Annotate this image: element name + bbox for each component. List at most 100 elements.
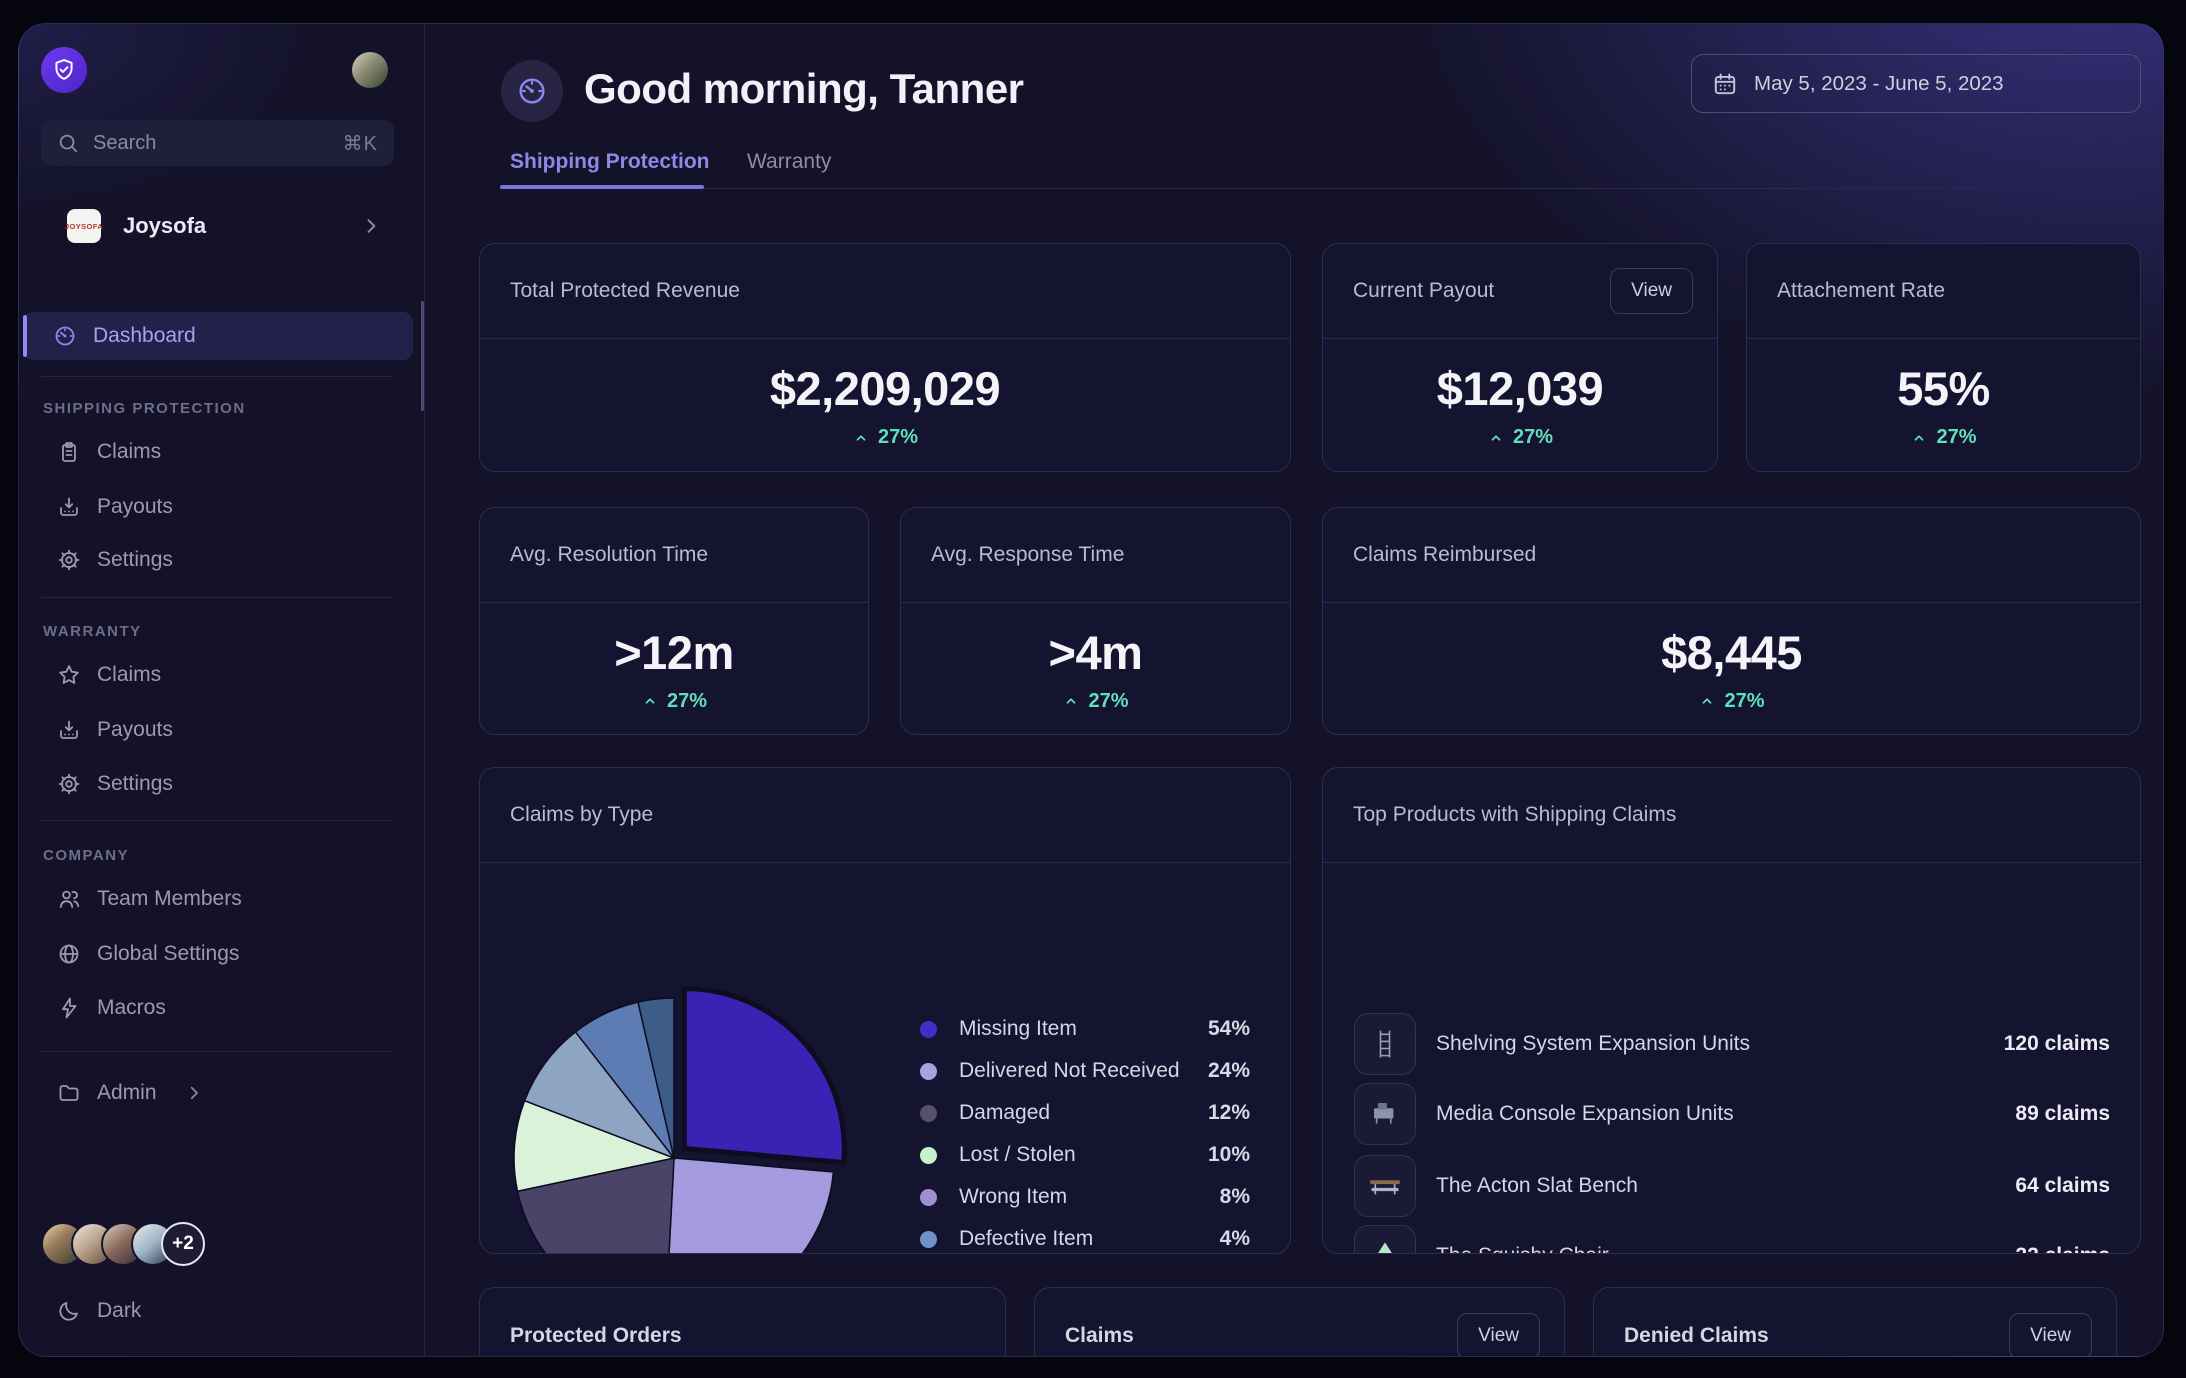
- stat-card-total-protected-revenue: Total Protected Revenue $2,209,029 27%: [479, 243, 1291, 472]
- section-title-shipping-protection: SHIPPING PROTECTION: [43, 400, 246, 417]
- legend-label: Defective Item: [959, 1227, 1094, 1250]
- sidebar-item-team-members[interactable]: Team Members: [41, 882, 393, 916]
- legend-value: 12%: [1207, 1101, 1250, 1124]
- legend-dot: [920, 1020, 937, 1038]
- sidebar-item-label: Team Members: [97, 887, 242, 910]
- product-thumbnail: [1354, 1155, 1416, 1217]
- pie-slice[interactable]: [637, 997, 675, 1159]
- dashboard-icon: [516, 75, 548, 107]
- legend-item-damaged: Damaged 12%: [920, 1096, 1250, 1130]
- folder-icon: [57, 1081, 81, 1105]
- tab-shipping-protection[interactable]: Shipping Protection: [510, 150, 710, 173]
- payout-icon: [57, 495, 81, 519]
- pie-slice[interactable]: [516, 1157, 675, 1254]
- legend-value: 8%: [1219, 1185, 1250, 1208]
- sidebar-item-admin[interactable]: Admin: [41, 1076, 393, 1110]
- sidebar-item-global-settings[interactable]: Global Settings: [41, 937, 393, 971]
- sidebar-item-claims-warranty[interactable]: Claims: [41, 658, 393, 692]
- users-icon: [57, 887, 81, 911]
- stat-value: 55%: [1897, 362, 1990, 415]
- product-row[interactable]: The Squishy Chair 22 claims: [1354, 1225, 2110, 1253]
- tab-warranty[interactable]: Warranty: [747, 150, 832, 173]
- stat-label: Avg. Response Time: [931, 543, 1125, 566]
- date-range-picker[interactable]: May 5, 2023 - June 5, 2023: [1691, 54, 2141, 113]
- legend-item-defective-item: Defective Item 4%: [920, 1222, 1250, 1253]
- sidebar-item-payouts-shipping[interactable]: Payouts: [41, 490, 393, 524]
- view-claims-button[interactable]: View: [1457, 1312, 1540, 1356]
- sidebar-scrollbar[interactable]: [421, 301, 424, 411]
- product-claims-count: 120 claims: [2003, 1032, 2110, 1055]
- stat-value: $12,039: [1436, 362, 1604, 415]
- legend-label: Damaged: [959, 1101, 1051, 1124]
- greeting-icon-badge: [501, 60, 563, 122]
- legend-label: Delivered Not Received: [959, 1059, 1180, 1082]
- section-title-warranty: WARRANTY: [43, 623, 142, 640]
- brand-logo-text: JOYSOFA: [64, 221, 104, 231]
- card-title: Protected Orders: [510, 1323, 682, 1347]
- search-shortcut: ⌘K: [342, 132, 378, 155]
- sidebar-item-label: Claims: [97, 663, 162, 686]
- chevron-right-icon: [361, 216, 381, 236]
- theme-toggle[interactable]: Dark: [41, 1294, 393, 1328]
- divider: [41, 820, 393, 821]
- divider: [41, 1051, 393, 1052]
- media-console-image: [1374, 1103, 1394, 1124]
- claims-by-type-card: Claims by Type Missing Item 54% Delivere…: [479, 767, 1291, 1254]
- pie-slice[interactable]: [681, 986, 847, 1166]
- chevron-up-icon: [1910, 431, 1928, 445]
- denied-claims-card: Denied Claims View: [1593, 1287, 2117, 1356]
- brand-logo: JOYSOFA: [64, 209, 104, 243]
- sidebar-item-label: Macros: [97, 996, 166, 1019]
- product-name: Media Console Expansion Units: [1436, 1102, 1734, 1125]
- sidebar-item-dashboard[interactable]: Dashboard: [23, 312, 413, 360]
- pie-slice[interactable]: [523, 1030, 677, 1160]
- team-avatars[interactable]: +2: [41, 1222, 205, 1270]
- stat-card-avg-response-time: Avg. Response Time >4m 27%: [900, 507, 1291, 735]
- theme-toggle-label: Dark: [97, 1299, 142, 1322]
- sidebar-item-macros[interactable]: Macros: [41, 991, 393, 1025]
- sidebar-item-claims-shipping[interactable]: Claims: [41, 435, 393, 469]
- sidebar-item-label: Settings: [97, 772, 173, 795]
- product-row[interactable]: Media Console Expansion Units 89 claims: [1354, 1083, 2110, 1145]
- stat-label: Current Payout: [1353, 279, 1495, 302]
- product-thumbnail: [1354, 1013, 1416, 1075]
- user-avatar[interactable]: [352, 52, 388, 88]
- pie-slice[interactable]: [513, 1099, 677, 1193]
- protected-orders-card: Protected Orders: [479, 1287, 1006, 1356]
- product-thumbnail: [1354, 1225, 1416, 1253]
- card-title: Top Products with Shipping Claims: [1353, 803, 1677, 826]
- avatar-overflow-badge[interactable]: +2: [161, 1222, 205, 1266]
- product-row[interactable]: Shelving System Expansion Units 120 clai…: [1354, 1013, 2110, 1075]
- chevron-up-icon: [1062, 694, 1080, 708]
- sidebar-item-payouts-warranty[interactable]: Payouts: [41, 713, 393, 747]
- search-placeholder: Search: [93, 131, 157, 154]
- card-title: Denied Claims: [1624, 1323, 1769, 1347]
- stat-label: Avg. Resolution Time: [510, 543, 709, 566]
- brand-name: Joysofa: [123, 213, 207, 238]
- app-logo[interactable]: [41, 47, 87, 93]
- stat-delta: 27%: [1487, 426, 1553, 449]
- divider: [41, 597, 393, 598]
- view-payout-button[interactable]: View: [1610, 268, 1693, 314]
- pie-slice[interactable]: [666, 1157, 835, 1254]
- search-input[interactable]: Search ⌘K: [41, 120, 394, 166]
- legend-dot: [920, 1230, 937, 1248]
- legend-dot: [920, 1062, 937, 1080]
- product-name: The Squishy Chair: [1436, 1244, 1995, 1253]
- card-title: Claims: [1065, 1323, 1134, 1347]
- globe-icon: [57, 942, 81, 966]
- dashboard-icon: [53, 324, 77, 348]
- section-title-company: COMPANY: [43, 847, 130, 864]
- stat-card-avg-resolution-time: Avg. Resolution Time >12m 27%: [479, 507, 869, 735]
- chevron-up-icon: [852, 431, 870, 445]
- stat-value: >12m: [614, 625, 734, 679]
- brand-switcher[interactable]: JOYSOFA Joysofa: [41, 198, 393, 254]
- product-row[interactable]: The Acton Slat Bench 64 claims: [1354, 1155, 2110, 1217]
- legend-dot: [920, 1104, 937, 1122]
- sidebar-item-settings-shipping[interactable]: Settings: [41, 543, 393, 577]
- view-denied-claims-button[interactable]: View: [2009, 1312, 2092, 1356]
- product-name: The Acton Slat Bench: [1436, 1174, 1638, 1197]
- sidebar-item-settings-warranty[interactable]: Settings: [41, 767, 393, 801]
- legend-item-delivered-not-received: Delivered Not Received 24%: [920, 1054, 1250, 1088]
